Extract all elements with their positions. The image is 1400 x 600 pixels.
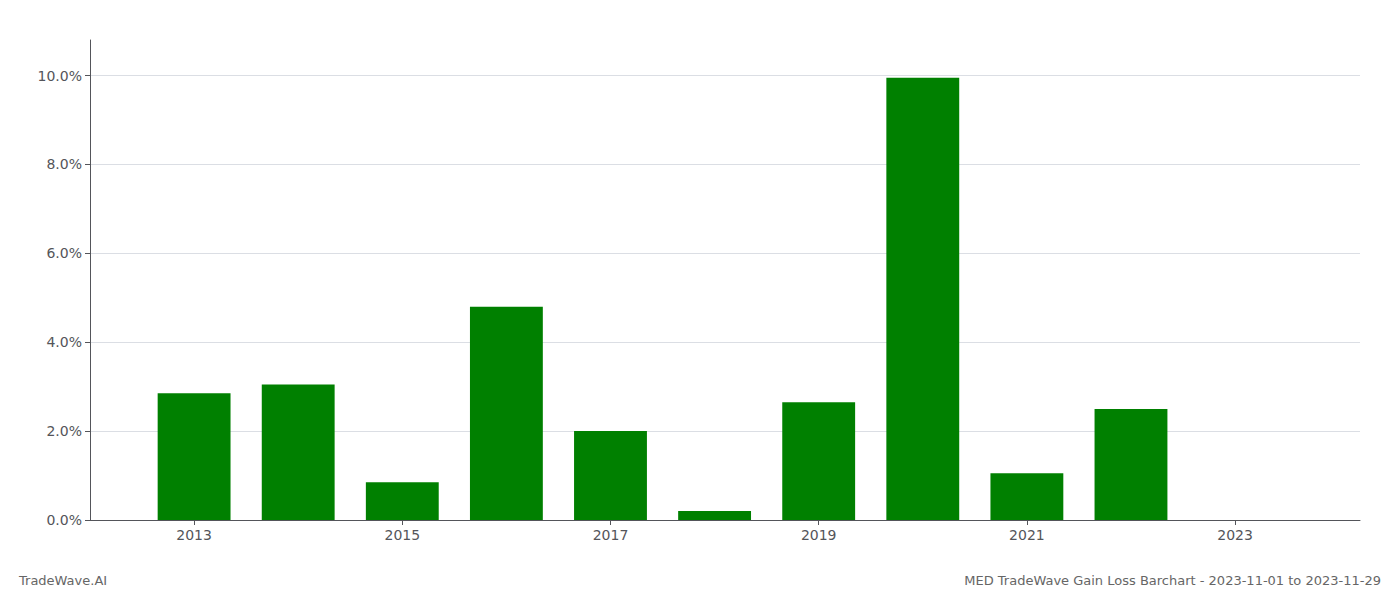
svg-text:2023: 2023	[1217, 527, 1253, 543]
svg-text:2019: 2019	[801, 527, 837, 543]
svg-text:2015: 2015	[384, 527, 420, 543]
svg-text:8.0%: 8.0%	[46, 156, 82, 172]
svg-text:2021: 2021	[1009, 527, 1045, 543]
svg-text:2013: 2013	[176, 527, 212, 543]
svg-text:10.0%: 10.0%	[38, 68, 82, 84]
svg-text:4.0%: 4.0%	[46, 334, 82, 350]
svg-text:6.0%: 6.0%	[46, 245, 82, 261]
svg-text:0.0%: 0.0%	[46, 512, 82, 528]
svg-text:2017: 2017	[593, 527, 629, 543]
svg-text:MED TradeWave Gain Loss Barcha: MED TradeWave Gain Loss Barchart - 2023-…	[964, 573, 1381, 588]
svg-text:TradeWave.AI: TradeWave.AI	[18, 573, 107, 588]
svg-text:2.0%: 2.0%	[46, 423, 82, 439]
